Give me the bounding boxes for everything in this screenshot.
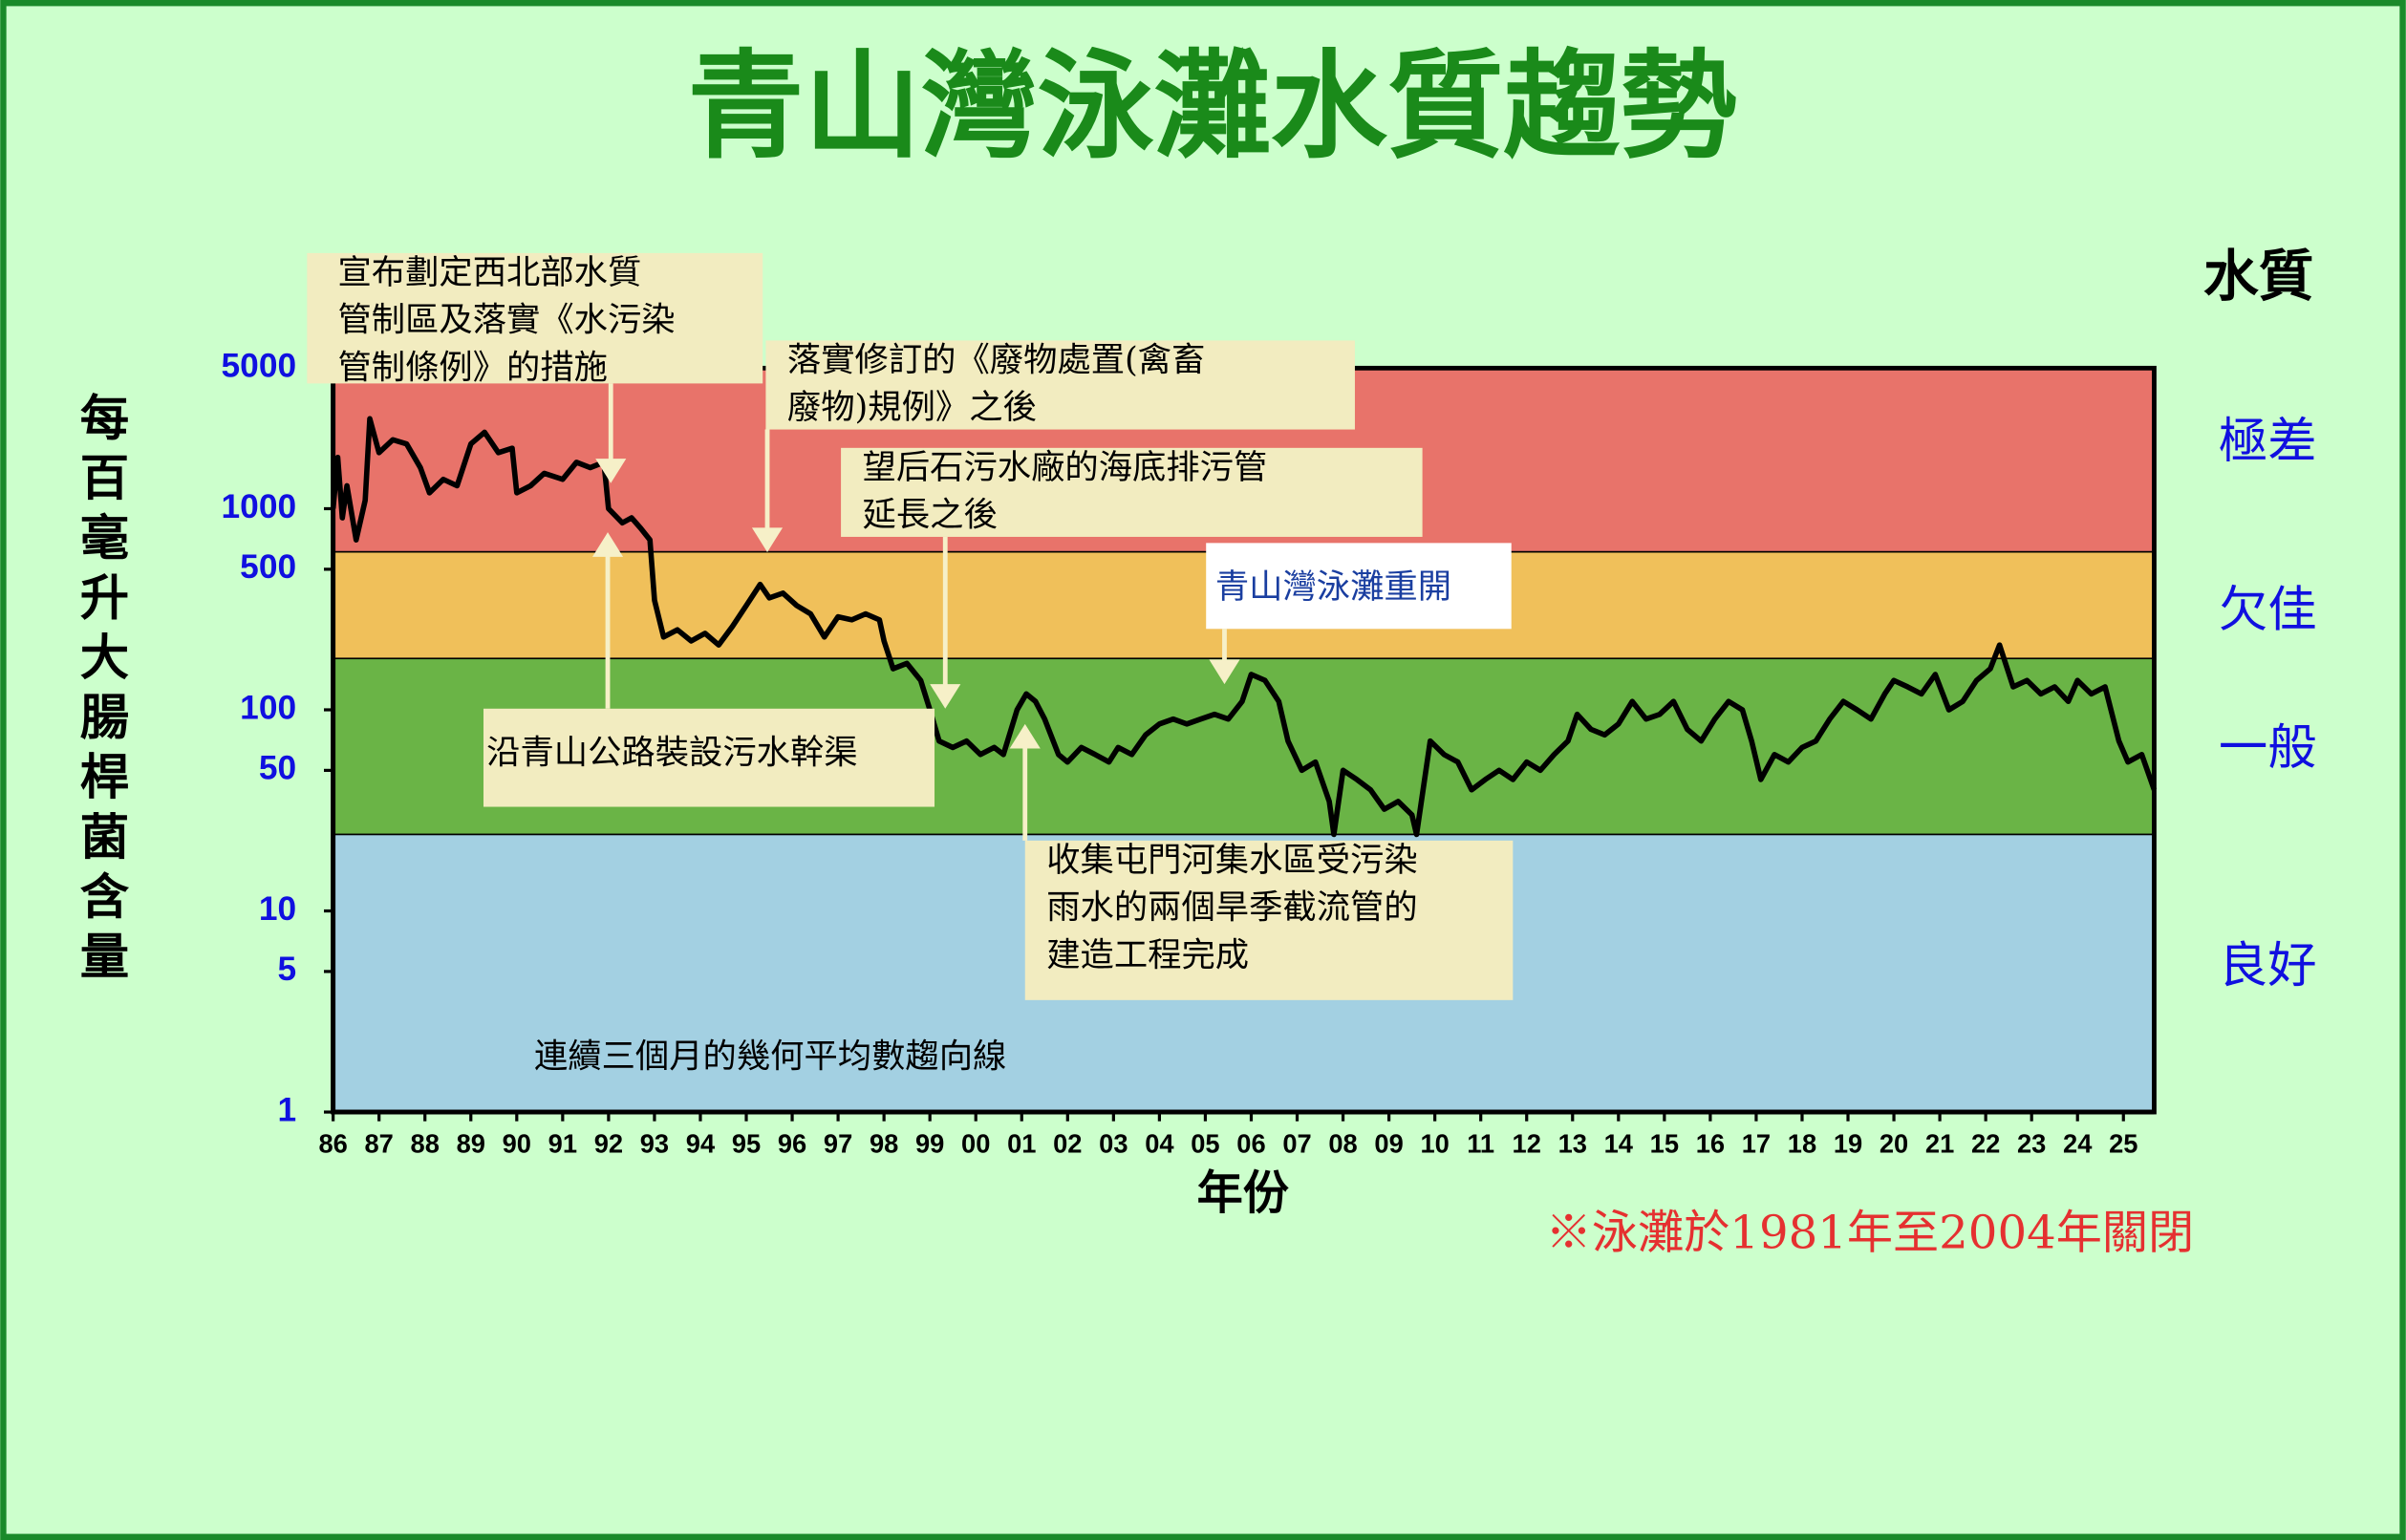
x-tick-label: 97 bbox=[824, 1129, 852, 1159]
annotation-text: 雨水的兩個旱季截流管的 bbox=[1046, 888, 1417, 928]
x-tick-label: 96 bbox=[778, 1129, 806, 1159]
x-tick-label: 14 bbox=[1604, 1129, 1634, 1159]
arrow-head bbox=[595, 459, 627, 483]
x-tick-label: 05 bbox=[1191, 1129, 1219, 1159]
arrow-head bbox=[751, 527, 784, 553]
x-tick-label: 25 bbox=[2109, 1129, 2137, 1159]
annotation-text: 落實修訂的《廢物處置(禽畜 bbox=[787, 340, 1206, 379]
x-tick-label: 04 bbox=[1145, 1129, 1174, 1159]
annotation-box bbox=[483, 708, 935, 807]
annotation-box bbox=[307, 252, 763, 384]
annotation-text: 宣布劃定西北部水質 bbox=[337, 253, 641, 292]
x-tick-label: 88 bbox=[411, 1129, 440, 1159]
series-label: 連續三個月的幾何平均數趨向線 bbox=[534, 1037, 1006, 1076]
x-tick-label: 11 bbox=[1467, 1129, 1494, 1159]
x-tick-label: 22 bbox=[1971, 1129, 2000, 1159]
x-tick-label: 24 bbox=[2063, 1129, 2093, 1159]
y-tick-label: 50 bbox=[259, 750, 296, 787]
annotation-text: 建造工程完成 bbox=[1046, 935, 1249, 974]
annotation-box bbox=[765, 340, 1355, 430]
arrow-head bbox=[591, 532, 624, 557]
annotation-text: 廢物)規例》之後 bbox=[787, 388, 1037, 427]
x-axis-title: 年份 bbox=[1197, 1166, 1289, 1220]
annotation-box bbox=[1206, 543, 1512, 630]
band-label: 欠佳 bbox=[2219, 582, 2317, 639]
y-tick-label: 1 bbox=[277, 1091, 296, 1128]
x-tick-label: 91 bbox=[548, 1129, 577, 1159]
x-tick-label: 10 bbox=[1420, 1129, 1449, 1159]
arrow-head bbox=[1009, 723, 1041, 749]
x-tick-label: 93 bbox=[640, 1129, 669, 1159]
band-label: 一般 bbox=[2219, 719, 2317, 777]
x-tick-label: 15 bbox=[1650, 1129, 1679, 1159]
trend-line bbox=[330, 416, 2158, 838]
right-axis-title: 水質 bbox=[2203, 244, 2314, 309]
footnote: ※泳灘於1981年至2004年關閉 bbox=[1546, 1207, 2195, 1260]
x-tick-label: 18 bbox=[1788, 1129, 1816, 1159]
x-tick-label: 13 bbox=[1558, 1129, 1587, 1159]
y-axis-title: 每百毫升大腸桿菌含量 bbox=[80, 390, 130, 986]
x-tick-label: 98 bbox=[870, 1129, 898, 1159]
annotation-text: 望后石污水廠的海底排污管 bbox=[863, 448, 1268, 487]
annotation-text: 沿青山公路裝設污水幹渠 bbox=[486, 733, 857, 772]
x-tick-label: 00 bbox=[961, 1129, 990, 1159]
x-tick-label: 95 bbox=[732, 1129, 761, 1159]
arrow-head bbox=[1209, 659, 1240, 685]
x-tick-label: 06 bbox=[1236, 1129, 1265, 1159]
x-tick-label: 20 bbox=[1880, 1129, 1908, 1159]
x-tick-label: 90 bbox=[503, 1129, 531, 1159]
annotation-text: 管制條例》的措施 bbox=[337, 348, 607, 387]
arrow-head bbox=[930, 684, 961, 709]
annotation-text: 管制區及落實《水污染 bbox=[337, 301, 675, 340]
y-tick-label: 500 bbox=[240, 548, 296, 586]
x-tick-label: 87 bbox=[364, 1129, 393, 1159]
x-tick-label: 89 bbox=[457, 1129, 485, 1159]
x-tick-label: 19 bbox=[1834, 1129, 1862, 1159]
x-tick-label: 07 bbox=[1282, 1129, 1311, 1159]
x-tick-label: 09 bbox=[1374, 1129, 1403, 1159]
y-tick-label: 1000 bbox=[222, 488, 297, 525]
x-tick-label: 94 bbox=[686, 1129, 716, 1159]
y-tick-label: 100 bbox=[240, 689, 296, 726]
annotation-text: 青山灣泳灘重開 bbox=[1215, 567, 1451, 607]
x-tick-label: 03 bbox=[1099, 1129, 1128, 1159]
x-tick-label: 16 bbox=[1696, 1129, 1725, 1159]
x-tick-label: 92 bbox=[594, 1129, 623, 1159]
band-label: 極差 bbox=[2219, 413, 2317, 470]
x-tick-label: 86 bbox=[318, 1129, 347, 1159]
x-tick-label: 01 bbox=[1007, 1129, 1036, 1159]
annotation-box bbox=[841, 447, 1423, 537]
x-tick-label: 99 bbox=[915, 1129, 944, 1159]
x-tick-label: 02 bbox=[1053, 1129, 1082, 1159]
x-tick-label: 21 bbox=[1925, 1129, 1954, 1159]
x-tick-label: 17 bbox=[1742, 1129, 1771, 1159]
chart-title: 青山灣泳灘水質趨勢 bbox=[688, 37, 1737, 175]
x-tick-label: 08 bbox=[1328, 1129, 1357, 1159]
annotation-text: 收集屯門河集水區受污染 bbox=[1046, 841, 1417, 880]
y-tick-label: 5 bbox=[277, 951, 296, 988]
annotation-text: 延長之後 bbox=[863, 496, 998, 535]
y-tick-label: 10 bbox=[259, 890, 296, 928]
x-tick-label: 23 bbox=[2017, 1129, 2046, 1159]
band-label: 良好 bbox=[2219, 937, 2317, 995]
x-tick-label: 12 bbox=[1513, 1129, 1541, 1159]
annotation-box bbox=[1024, 840, 1514, 1000]
y-tick-label: 5000 bbox=[222, 348, 297, 385]
